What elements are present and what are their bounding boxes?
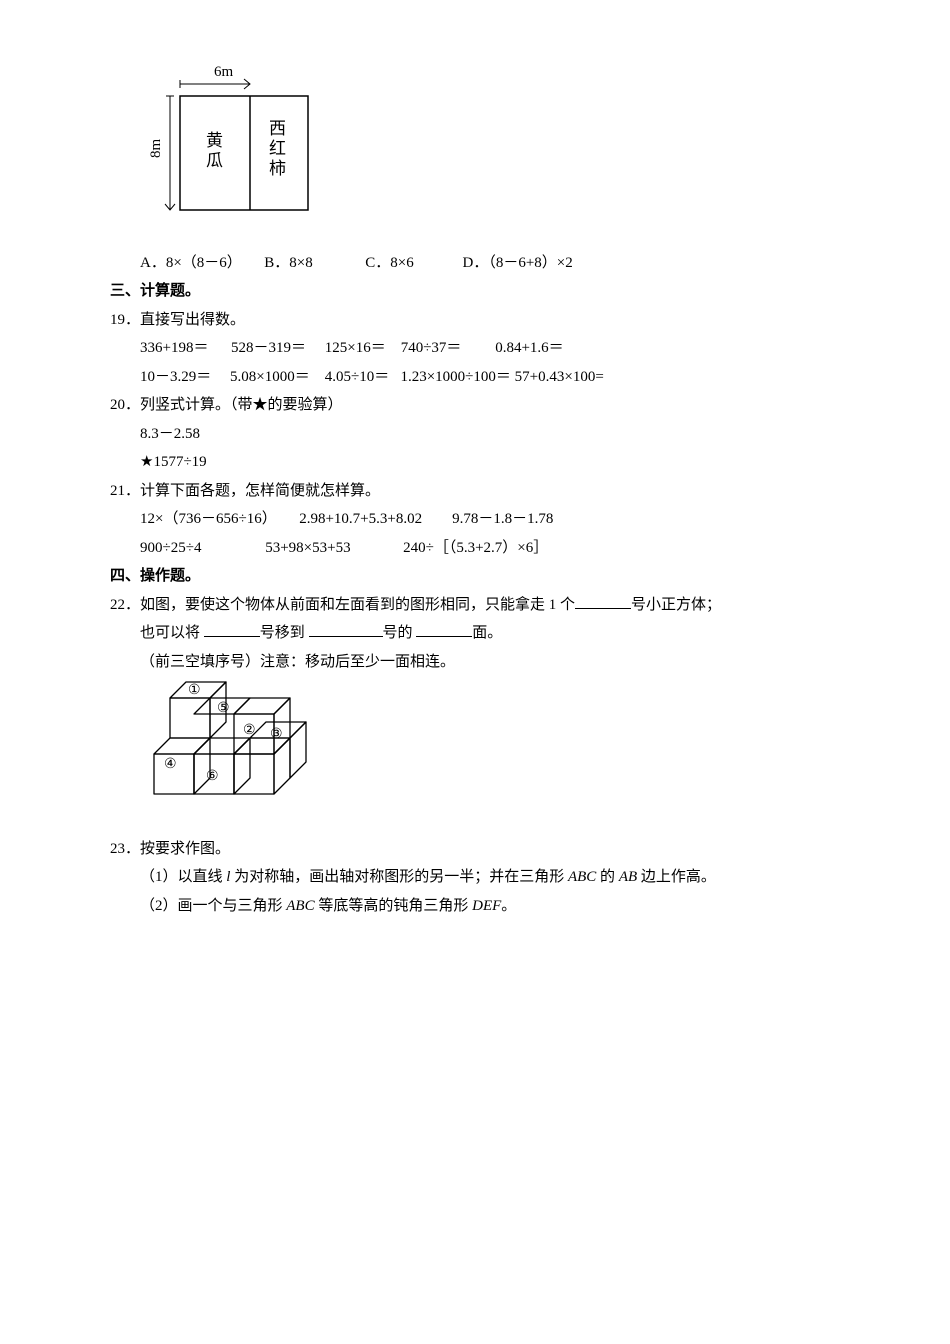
opt-a: A．8×（8－6） bbox=[140, 255, 242, 271]
cube-n5: ⑤ bbox=[217, 701, 230, 716]
q19-row1: 336+198＝ 528－319＝ 125×16＝ 740÷37＝ 0.84+1… bbox=[140, 334, 870, 363]
section-3-title: 三、计算题。 bbox=[110, 277, 870, 306]
q23-line1: （1）以直线 l 为对称轴，画出轴对称图形的另一半；并在三角形 ABC 的 AB… bbox=[140, 863, 870, 892]
q21-title: 21．计算下面各题，怎样简便就怎样算。 bbox=[110, 477, 870, 506]
opt-b: B．8×8 bbox=[264, 255, 312, 271]
opt-d: D．（8－6+8）×2 bbox=[462, 255, 572, 271]
cell2-l2: 红 bbox=[269, 139, 286, 158]
blank-4[interactable] bbox=[416, 620, 472, 638]
q21-row1: 12×（736－656÷16） 2.98+10.7+5.3+8.02 9.78－… bbox=[140, 505, 870, 534]
cell1-l1: 黄 bbox=[206, 131, 223, 150]
cell2-l3: 柿 bbox=[269, 159, 286, 178]
q23-title: 23．按要求作图。 bbox=[110, 835, 870, 864]
q18-figure: 6m 8m 黄 瓜 西 红 柿 bbox=[144, 60, 870, 241]
blank-1[interactable] bbox=[575, 591, 631, 609]
label-6m: 6m bbox=[214, 64, 234, 80]
q22-cube-figure: ① ⑤ ② ③ ④ ⑥ bbox=[144, 676, 870, 827]
cube-n6: ⑥ bbox=[206, 769, 219, 784]
cell2-l1: 西 bbox=[269, 119, 286, 138]
opt-c: C．8×6 bbox=[365, 255, 413, 271]
q20-title: 20．列竖式计算。（带★的要验算） bbox=[110, 391, 870, 420]
label-8m: 8m bbox=[148, 139, 164, 159]
cube-n1: ① bbox=[188, 683, 201, 698]
q22-line2: 也可以将 号移到 号的 面。 bbox=[140, 619, 870, 648]
section-4-title: 四、操作题。 bbox=[110, 562, 870, 591]
q22-note: （前三空填序号）注意：移动后至少一面相连。 bbox=[140, 648, 870, 677]
q20-b: ★1577÷19 bbox=[140, 448, 870, 477]
blank-3[interactable] bbox=[309, 620, 383, 638]
q18-options: A．8×（8－6） B．8×8 C．8×6 D．（8－6+8）×2 bbox=[140, 249, 870, 278]
cell1-l2: 瓜 bbox=[206, 151, 223, 170]
q21-row2: 900÷25÷4 53+98×53+53 240÷［（5.3+2.7）×6］ bbox=[140, 534, 870, 563]
garden-diagram: 6m 8m 黄 瓜 西 红 柿 bbox=[144, 60, 324, 230]
q19-row2: 10－3.29＝ 5.08×1000＝ 4.05÷10＝ 1.23×1000÷1… bbox=[140, 363, 870, 392]
cube-n2: ② bbox=[243, 723, 256, 738]
blank-2[interactable] bbox=[204, 620, 260, 638]
cube-diagram: ① ⑤ ② ③ ④ ⑥ bbox=[144, 676, 344, 816]
cube-n4: ④ bbox=[164, 757, 177, 772]
q23-line2: （2）画一个与三角形 ABC 等底等高的钝角三角形 DEF。 bbox=[140, 892, 870, 921]
cube-n3: ③ bbox=[270, 727, 283, 742]
q22-line1: 22．如图，要使这个物体从前面和左面看到的图形相同，只能拿走 1 个号小正方体； bbox=[110, 591, 870, 620]
q19-title: 19．直接写出得数。 bbox=[110, 306, 870, 335]
q20-a: 8.3－2.58 bbox=[140, 420, 870, 449]
